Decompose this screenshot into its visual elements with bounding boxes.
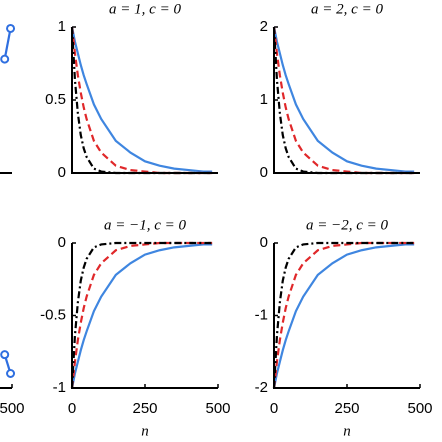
x-axis-label: n bbox=[343, 423, 351, 439]
chart-title: a = 1, c = 0 bbox=[109, 1, 181, 17]
series-line bbox=[70, 26, 213, 175]
x-axis-label: n bbox=[141, 423, 149, 439]
x-tick-label: 250 bbox=[334, 400, 359, 417]
x-tick-label: 0 bbox=[68, 400, 76, 417]
x-tick-label: 250 bbox=[132, 400, 157, 417]
axes bbox=[71, 27, 218, 174]
y-tick-label: -1 bbox=[255, 306, 268, 323]
x-tick-label: 500 bbox=[407, 400, 432, 417]
y-tick-label: 0.5 bbox=[45, 91, 66, 108]
x-tick-label: 0 bbox=[270, 400, 278, 417]
chart-title: a = 2, c = 0 bbox=[311, 1, 383, 17]
y-tick-label: 0 bbox=[260, 164, 268, 181]
y-tick-label: 0 bbox=[260, 234, 268, 251]
x-tick-label: 500 bbox=[0, 400, 25, 417]
marker bbox=[0, 350, 10, 360]
marker bbox=[0, 54, 10, 64]
marker bbox=[6, 369, 16, 378]
axes bbox=[273, 27, 420, 174]
y-tick-label: -1 bbox=[53, 379, 66, 396]
axes bbox=[71, 243, 218, 389]
y-tick-label: -2 bbox=[255, 379, 268, 396]
series-line bbox=[3, 28, 12, 60]
series-line bbox=[272, 243, 415, 389]
series-line bbox=[272, 26, 415, 173]
series-line bbox=[70, 26, 213, 173]
y-tick-label: 0 bbox=[58, 164, 66, 181]
axes bbox=[0, 387, 12, 389]
y-tick-label: 2 bbox=[260, 18, 268, 35]
chart-title: a = −1, c = 0 bbox=[104, 217, 187, 233]
chart-title: a = −2, c = 0 bbox=[306, 217, 389, 233]
y-tick-label: 1 bbox=[260, 91, 268, 108]
y-tick-label: -0.5 bbox=[40, 306, 66, 323]
series-line bbox=[70, 241, 213, 389]
series-line bbox=[272, 241, 415, 389]
series-line bbox=[70, 243, 213, 389]
series-line bbox=[70, 241, 213, 389]
y-tick-label: 0 bbox=[58, 234, 66, 251]
axes bbox=[273, 243, 420, 389]
y-tick-label: 1 bbox=[58, 18, 66, 35]
series-line bbox=[272, 241, 415, 389]
marker bbox=[6, 23, 16, 33]
series-line bbox=[272, 26, 415, 175]
x-tick-label: 500 bbox=[205, 400, 230, 417]
